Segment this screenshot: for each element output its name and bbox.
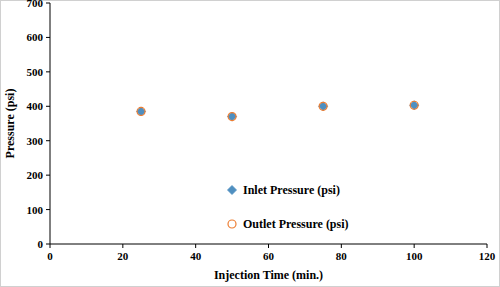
x-tick-label: 0: [47, 250, 53, 262]
y-tick-label: 700: [27, 0, 44, 9]
y-tick: [46, 244, 50, 245]
x-axis-label: Injection Time (min.): [214, 268, 323, 282]
x-tick: [341, 244, 342, 248]
data-point: [319, 102, 327, 110]
y-tick: [46, 209, 50, 210]
y-tick-label: 500: [27, 66, 44, 78]
chart-container: 0 100 200 300 400 500 600 700 0 20 40 60 80 100 120 Inj…: [0, 0, 500, 287]
legend-marker: [228, 186, 237, 195]
y-tick: [46, 37, 50, 38]
x-tick: [50, 244, 51, 248]
y-tick: [46, 140, 50, 141]
y-tick: [46, 175, 50, 176]
legend-label: Inlet Pressure (psi): [243, 183, 340, 197]
x-tick: [122, 244, 123, 248]
y-tick-label: 0: [38, 238, 44, 250]
data-point: [137, 107, 146, 116]
y-tick: [46, 71, 50, 72]
y-axis-line: [50, 3, 51, 244]
legend-marker: [228, 220, 236, 228]
y-tick-label: 400: [27, 100, 44, 112]
chart-svg: 0 100 200 300 400 500 600 700 0 20 40 60 80 100 120 Inj…: [0, 0, 500, 287]
x-tick-label: 80: [336, 250, 348, 262]
legend-label: Outlet Pressure (psi): [243, 217, 349, 231]
plot-area: [137, 101, 419, 121]
x-tick-label: 60: [263, 250, 275, 262]
x-tick-label: 20: [117, 250, 129, 262]
legend: Inlet Pressure (psi) Outlet Pressure (psi…: [228, 183, 349, 231]
data-point: [319, 102, 328, 111]
data-point: [410, 101, 419, 110]
x-tick: [414, 244, 415, 248]
x-tick-label: 120: [479, 250, 496, 262]
chart-border: [1, 1, 500, 287]
x-tick: [487, 244, 488, 248]
data-point: [228, 112, 237, 121]
y-axis-label: Pressure (psi): [3, 89, 17, 159]
x-tick-label: 100: [406, 250, 423, 262]
y-tick: [46, 3, 50, 4]
y-tick-label: 600: [27, 31, 44, 43]
y-tick-label: 200: [27, 169, 44, 181]
data-point: [228, 113, 236, 121]
y-tick-label: 300: [27, 135, 44, 147]
x-tick: [195, 244, 196, 248]
y-tick-label: 100: [27, 204, 44, 216]
data-point: [137, 107, 145, 115]
x-tick-label: 40: [190, 250, 202, 262]
y-tick: [46, 106, 50, 107]
data-point: [410, 101, 418, 109]
x-tick: [268, 244, 269, 248]
